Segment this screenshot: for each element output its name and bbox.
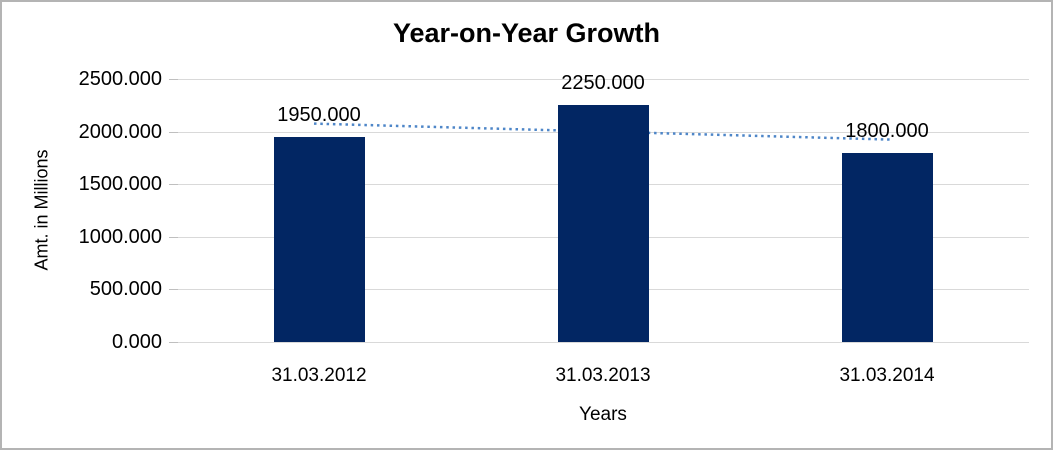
- y-tick-label: 2000.000: [78, 121, 162, 143]
- y-tick-label: 0.000: [111, 331, 162, 353]
- bar: [558, 105, 649, 342]
- y-axis-tick: [169, 184, 178, 185]
- y-axis-tick: [169, 79, 178, 80]
- bar-value-label: 1950.000: [277, 104, 361, 126]
- y-axis-tick: [169, 289, 178, 290]
- y-tick-label: 500.000: [89, 278, 162, 300]
- gridline: [177, 79, 1029, 80]
- y-tick-label: 1500.000: [78, 173, 162, 195]
- x-axis-title: Years: [579, 404, 627, 425]
- y-axis-tick: [169, 237, 178, 238]
- chart-title: Year-on-Year Growth: [392, 18, 661, 48]
- category-label: 31.03.2013: [555, 365, 651, 386]
- gridline: [177, 342, 1029, 343]
- y-axis-tick: [169, 342, 178, 343]
- y-axis-tick: [169, 132, 178, 133]
- bar-value-label: 2250.000: [561, 72, 645, 94]
- bar: [274, 137, 365, 342]
- y-tick-label: 1000.000: [78, 226, 162, 248]
- bar-value-label: 1800.000: [845, 120, 929, 142]
- y-tick-label: 2500.000: [78, 68, 162, 90]
- y-axis-title: Amt. in Millions: [31, 149, 52, 271]
- category-label: 31.03.2012: [271, 365, 367, 386]
- category-label: 31.03.2014: [839, 365, 935, 386]
- bar: [842, 153, 933, 342]
